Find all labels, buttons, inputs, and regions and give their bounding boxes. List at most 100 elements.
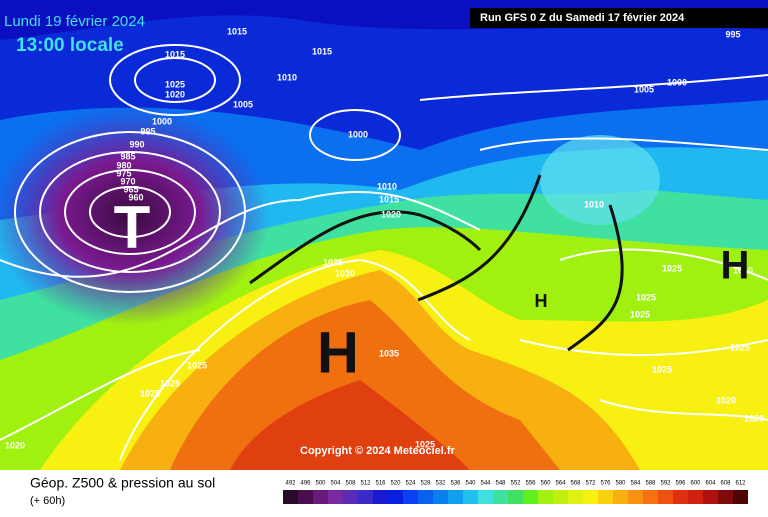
isobar-label: 1010 (584, 199, 604, 209)
scale-swatch (433, 490, 448, 504)
isobar-label: 1020 (5, 440, 25, 450)
isobar-label: 995 (725, 29, 740, 39)
isobar-label: 1010 (377, 181, 397, 191)
scale-swatch (403, 490, 418, 504)
isobar-label: 1025 (662, 263, 682, 273)
scale-label: 512 (360, 481, 371, 487)
scale-label: 564 (555, 481, 566, 487)
scale-swatch (583, 490, 598, 504)
scale-label: 496 (300, 481, 311, 487)
scale-label: 520 (390, 481, 401, 487)
isobar-label: 1010 (733, 265, 753, 275)
time: 13:00 locale (16, 35, 124, 56)
isobar-label: 1000 (152, 116, 172, 126)
isobar-label: 1015 (379, 194, 399, 204)
run-info: Run GFS 0 Z du Samedi 17 février 2024 (480, 12, 685, 24)
scale-swatch (538, 490, 553, 504)
scale-swatch (628, 490, 643, 504)
isobar-label: 1035 (379, 348, 399, 358)
scale-label: 500 (315, 481, 326, 487)
run-banner (470, 8, 768, 28)
scale-label: 596 (675, 481, 686, 487)
isobar-label: 1005 (233, 99, 253, 109)
isobar-label: 970 (120, 176, 135, 186)
pressure-center: H (535, 291, 548, 311)
background (0, 0, 768, 471)
scale-swatch (643, 490, 658, 504)
scale-swatch (448, 490, 463, 504)
isobar-label: 1025 (630, 309, 650, 319)
isobar-label: 1025 (187, 360, 207, 370)
scale-label: 556 (525, 481, 536, 487)
scale-label: 548 (495, 481, 506, 487)
isobar-label: 1025 (730, 342, 750, 352)
isobar-label: 1025 (636, 292, 656, 302)
scale-label: 588 (645, 481, 656, 487)
scale-swatch (718, 490, 733, 504)
scale-swatch (688, 490, 703, 504)
scale-label: 524 (405, 481, 416, 487)
scale-label: 604 (705, 481, 716, 487)
isobar-label: 1015 (227, 26, 247, 36)
isobar-label: 1030 (335, 268, 355, 278)
scale-swatch (418, 490, 433, 504)
scale-swatch (283, 490, 298, 504)
isobar-label: 1025 (140, 388, 160, 398)
scale-label: 600 (690, 481, 701, 487)
scale-label: 532 (435, 481, 446, 487)
pressure-center: H (721, 244, 750, 288)
scale-swatch (313, 490, 328, 504)
isobar-label: 995 (140, 126, 155, 136)
scale-label: 540 (465, 481, 476, 487)
scale-label: 536 (450, 481, 461, 487)
isobar-label: 975 (116, 168, 131, 178)
scale-swatch (373, 490, 388, 504)
footer-title: Géop. Z500 & pression au sol (30, 475, 215, 491)
isobar-label: 1015 (312, 46, 332, 56)
fronts (249, 174, 624, 352)
scale-swatch (613, 490, 628, 504)
isobar-label: 1020 (744, 413, 764, 423)
scale-swatch (388, 490, 403, 504)
scale-swatch (658, 490, 673, 504)
scale-swatch (493, 490, 508, 504)
isobar-label: 960 (128, 192, 143, 202)
isobar-label: 1000 (348, 129, 368, 139)
scale-label: 492 (285, 481, 296, 487)
isobar-label: 1005 (634, 84, 654, 94)
pressure-center: H (317, 320, 359, 385)
scale-swatch (328, 490, 343, 504)
isobar-label: 1025 (323, 257, 343, 267)
scale-label: 576 (600, 481, 611, 487)
isobar-label: 985 (120, 151, 135, 161)
isobar-label: 1025 (415, 439, 435, 449)
scale-swatch (673, 490, 688, 504)
scale-label: 544 (480, 481, 491, 487)
isobar-label: 1025 (652, 364, 672, 374)
isobars (0, 44, 768, 461)
isobar-label: 1010 (277, 72, 297, 82)
scale-swatch (463, 490, 478, 504)
scale-label: 560 (540, 481, 551, 487)
isobar-label: 1000 (667, 77, 687, 87)
scale-label: 592 (660, 481, 671, 487)
scale-label: 504 (330, 481, 341, 487)
scale-swatch (478, 490, 493, 504)
scale-swatch (553, 490, 568, 504)
scale-label: 608 (720, 481, 731, 487)
isobar-label: 965 (123, 184, 138, 194)
scale-swatch (703, 490, 718, 504)
scale-swatch (733, 490, 748, 504)
scale-label: 528 (420, 481, 431, 487)
isobar-label: 990 (129, 139, 144, 149)
scale-label: 612 (735, 481, 746, 487)
scale-swatch (298, 490, 313, 504)
isobar-label: 1025 (165, 79, 185, 89)
isobar-label: 980 (116, 160, 131, 170)
scale-swatch (598, 490, 613, 504)
date: Lundi 19 février 2024 (4, 13, 145, 30)
scale-swatch (343, 490, 358, 504)
isobar-label: 1020 (716, 395, 736, 405)
scale-label: 584 (630, 481, 641, 487)
isobar-label: 1025 (160, 378, 180, 388)
